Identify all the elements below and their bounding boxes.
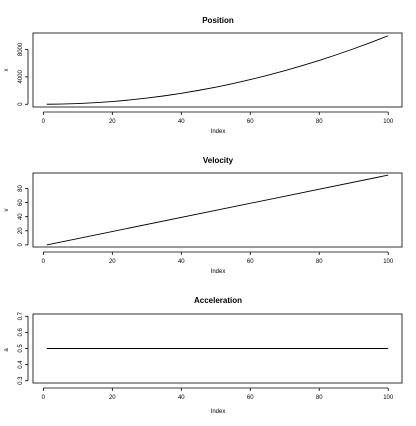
acceleration-ylabel: a: [4, 348, 10, 352]
acceleration-y-tick-label: 0.3: [18, 376, 24, 385]
position-ylabel: x: [4, 69, 10, 72]
acceleration-y-tick-label: 0.7: [18, 311, 24, 320]
acceleration-y-tick-label: 0.5: [18, 344, 24, 353]
velocity-plot-frame: [32, 172, 403, 248]
position-xlabel: Index: [211, 129, 226, 135]
velocity-panel: Velocity Index v 0 20 40 60 80 100 0 20 40 60 80: [4, 156, 403, 275]
position-y-tick-label: 0: [18, 102, 24, 106]
velocity-y-tick-label: 40: [18, 213, 24, 220]
velocity-title: Velocity: [203, 156, 234, 165]
acceleration-y-tick-label: 0.4: [18, 360, 24, 369]
velocity-series-line: [46, 174, 389, 246]
acceleration-x-tick-label: 100: [383, 395, 394, 401]
position-x-tick-label: 0: [42, 119, 46, 125]
velocity-y-tick-label: 60: [18, 199, 24, 206]
position-y-tick-label: 8000: [18, 42, 24, 56]
position-x-tick-label: 80: [316, 119, 323, 125]
position-y-tick-label: 4000: [18, 70, 24, 84]
acceleration-x-tick-label: 0: [42, 395, 46, 401]
velocity-x-tick-label: 40: [178, 259, 185, 265]
position-x-tick-label: 60: [247, 119, 254, 125]
velocity-x-tick-label: 100: [383, 259, 394, 265]
acceleration-title: Acceleration: [194, 296, 242, 305]
acceleration-y-tick-label: 0.6: [18, 328, 24, 337]
acceleration-x-tick-label: 80: [316, 395, 323, 401]
velocity-x-tick-label: 20: [109, 259, 116, 265]
position-series-line: [46, 35, 389, 105]
acceleration-xlabel: Index: [211, 409, 226, 415]
velocity-x-tick-label: 80: [316, 259, 323, 265]
position-title: Position: [202, 16, 234, 25]
position-panel: Position Index x 0 20 40 60 80 100 0 4000 8000: [4, 16, 403, 135]
acceleration-x-tick-label: 20: [109, 395, 116, 401]
velocity-y-tick-label: 80: [18, 185, 24, 192]
position-x-tick-label: 100: [383, 119, 394, 125]
velocity-x-tick-label: 60: [247, 259, 254, 265]
position-plot-frame: [32, 32, 403, 108]
velocity-xlabel: Index: [211, 269, 226, 275]
acceleration-x-tick-label: 60: [247, 395, 254, 401]
velocity-x-tick-label: 0: [42, 259, 46, 265]
position-x-tick-label: 40: [178, 119, 185, 125]
acceleration-panel: Acceleration Index a 0 20 40 60 80 100 0.3 0.4 0…: [4, 296, 403, 415]
acceleration-plot-frame: [32, 313, 403, 384]
acceleration-x-tick-label: 40: [178, 395, 185, 401]
position-x-tick-label: 20: [109, 119, 116, 125]
velocity-y-tick-label: 0: [18, 243, 24, 247]
velocity-y-tick-label: 20: [18, 227, 24, 234]
velocity-ylabel: v: [4, 209, 10, 212]
